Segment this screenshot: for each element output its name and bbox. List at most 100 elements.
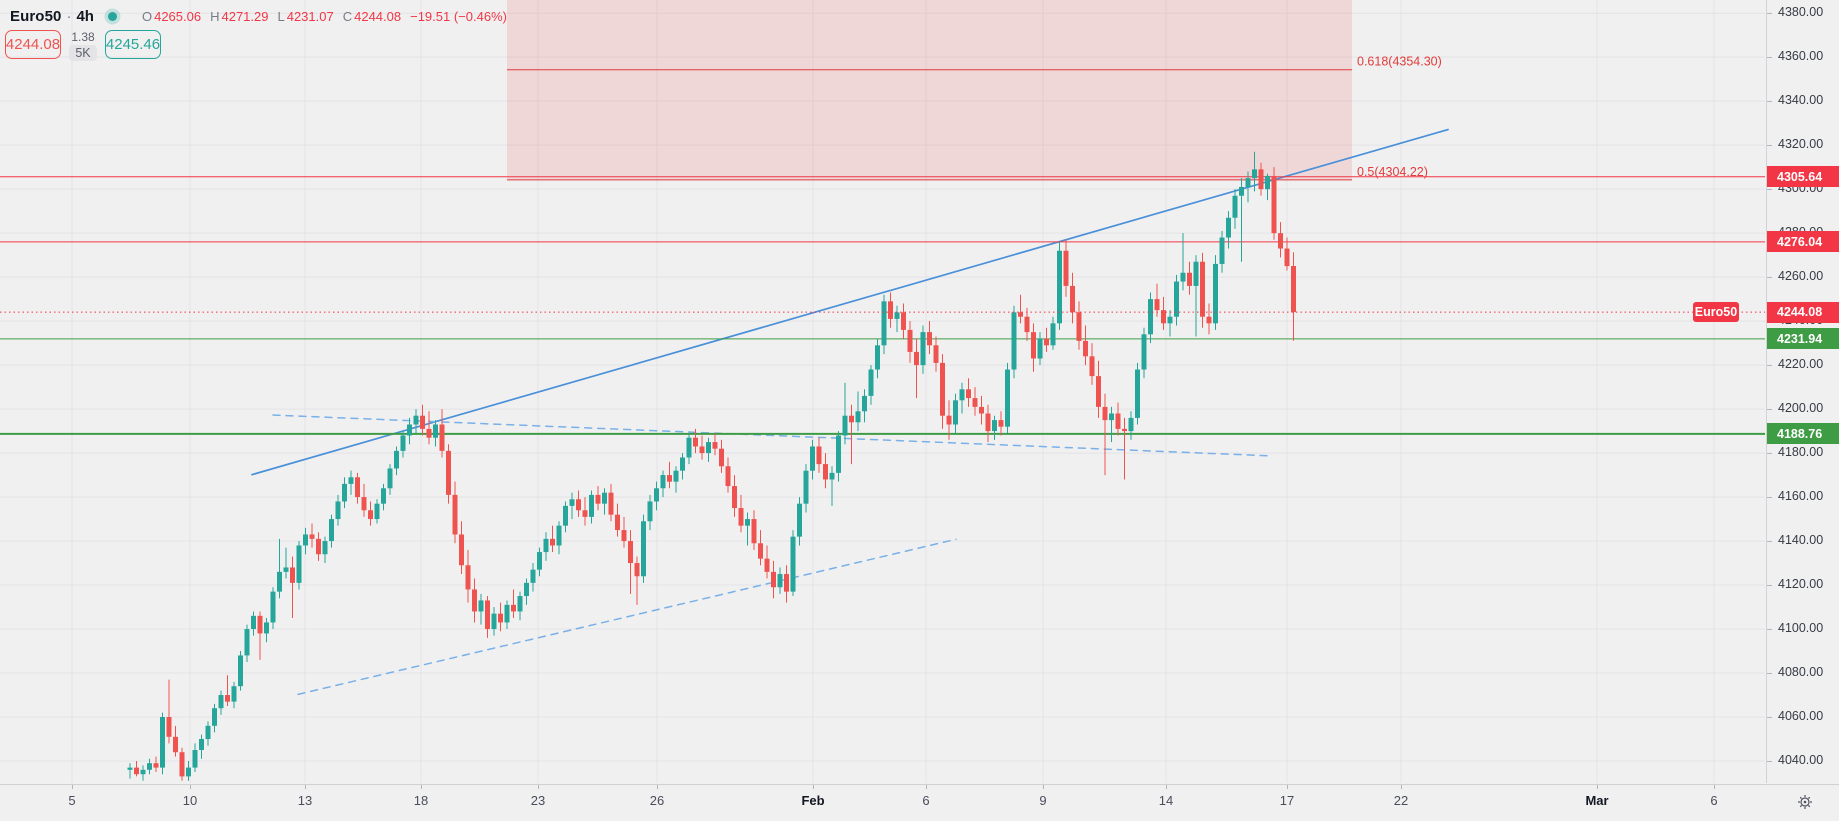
- candle-body: [511, 604, 516, 612]
- trendline-dashed[interactable]: [272, 414, 1268, 457]
- candle-body: [907, 329, 913, 352]
- candle-body: [290, 567, 295, 583]
- candle-body: [745, 519, 750, 526]
- candle-body: [381, 488, 386, 504]
- candle-body: [231, 686, 237, 702]
- candle-body: [504, 604, 510, 623]
- price-tick-label: 4060.00: [1778, 709, 1824, 724]
- candle-body: [725, 466, 731, 487]
- candle-body: [602, 492, 607, 504]
- time-tick-label: 17: [1279, 793, 1295, 808]
- time-scale[interactable]: 5 10 13 18 23 26 Feb 6 9 14 17 22 Mar 6: [0, 784, 1839, 821]
- candle-body: [342, 483, 347, 502]
- candle-body: [803, 470, 809, 504]
- candle-body: [621, 530, 627, 542]
- candle-body: [790, 536, 796, 592]
- time-tick-label: 10: [182, 793, 198, 808]
- candle-body: [1245, 178, 1251, 187]
- sell-button[interactable]: 4244.08: [5, 30, 61, 59]
- timeframe-label[interactable]: 4h: [76, 7, 94, 25]
- candle-body: [628, 541, 633, 564]
- time-tick-label: Mar: [1585, 793, 1609, 808]
- price-tick-label: 4080.00: [1778, 665, 1824, 680]
- candle-body: [556, 525, 562, 546]
- time-axis-tick-mark: [1401, 785, 1402, 789]
- candle-body: [329, 519, 334, 542]
- candle-body: [1258, 169, 1264, 190]
- price-tick-label: 4200.00: [1778, 401, 1824, 416]
- chart-legend: Euro50 · 4h O 4265.06 H 4271.29 L 4231.07 C…: [5, 6, 507, 61]
- candle-body: [277, 571, 282, 592]
- lot-size-chip[interactable]: 5K: [69, 45, 97, 61]
- candle-body: [777, 574, 783, 588]
- candle-body: [303, 534, 308, 546]
- close-value: 4244.08: [354, 8, 402, 24]
- candle-body: [576, 499, 581, 511]
- candle-body: [563, 505, 568, 526]
- candle-body: [160, 717, 165, 768]
- candle-body: [140, 769, 146, 775]
- price-level-badge: 4188.76: [1767, 423, 1839, 445]
- time-axis-tick-mark: [1043, 785, 1044, 789]
- candle-body: [550, 538, 555, 546]
- candle-body: [153, 763, 159, 768]
- candle-body: [283, 567, 289, 572]
- candle-body: [1109, 413, 1114, 421]
- candle-body: [699, 446, 705, 454]
- gear-icon: [1798, 795, 1812, 809]
- chart-pane: 0.618(4354.30) 0.5(4304.22) Euro50 · 4h O…: [0, 0, 1765, 783]
- candle-body: [836, 435, 841, 473]
- chart-canvas[interactable]: 0.618(4354.30) 0.5(4304.22): [0, 0, 1765, 783]
- candle-body: [205, 725, 211, 740]
- candle-body: [1102, 406, 1108, 421]
- candle-body: [1005, 369, 1010, 427]
- candle-body: [452, 494, 458, 535]
- candle-body: [199, 739, 204, 751]
- price-axis-tick-mark: [1767, 57, 1772, 59]
- price-level-badge: 4305.64: [1767, 166, 1839, 188]
- price-axis-tick-mark: [1767, 277, 1772, 279]
- price-axis-tick-mark: [1767, 13, 1772, 15]
- candle-body: [1252, 169, 1257, 179]
- candle-body: [1135, 369, 1140, 418]
- candle-body: [927, 332, 932, 346]
- time-tick-label: 18: [413, 793, 429, 808]
- ohlc-readout: O 4265.06 H 4271.29 L 4231.07 C 4244.08 −19.…: [133, 9, 507, 24]
- candle-body: [881, 301, 887, 346]
- price-tick-label: 4360.00: [1778, 49, 1824, 64]
- candle-body: [875, 345, 880, 370]
- candle-body: [1044, 338, 1049, 346]
- candle-body: [316, 538, 321, 555]
- price-tick-label: 4260.00: [1778, 269, 1824, 284]
- trendline-dashed[interactable]: [297, 538, 957, 696]
- fib-level-label: 0.5(4304.22): [1357, 165, 1428, 179]
- candle-body: [309, 534, 315, 539]
- symbol-separator: ·: [66, 7, 72, 25]
- candle-body: [920, 332, 926, 366]
- candle-body: [530, 569, 536, 583]
- time-axis-tick-mark: [190, 785, 191, 789]
- time-tick-label: 6: [922, 793, 930, 808]
- timezone-settings-gear-icon[interactable]: [1796, 793, 1814, 811]
- candle-body: [478, 600, 484, 612]
- candle-body: [667, 475, 672, 482]
- price-axis-tick-mark: [1767, 541, 1772, 543]
- time-tick-label: 13: [297, 793, 313, 808]
- fib-retracement-zone[interactable]: [507, 0, 1352, 180]
- candle-body: [433, 424, 438, 438]
- symbol-name[interactable]: Euro50: [10, 7, 62, 25]
- candle-body: [979, 406, 984, 414]
- candle-body: [1219, 237, 1225, 264]
- price-scale[interactable]: 4380.004360.004340.004320.004300.004280.…: [1766, 0, 1839, 783]
- time-axis-tick-mark: [1714, 785, 1715, 789]
- candle-body: [673, 470, 679, 482]
- price-axis-tick-mark: [1767, 365, 1772, 367]
- trendline-solid[interactable]: [251, 128, 1449, 476]
- price-axis-tick-mark: [1767, 629, 1772, 631]
- time-axis-tick-mark: [421, 785, 422, 789]
- candlestick-series: [127, 151, 1296, 781]
- candle-body: [465, 565, 471, 590]
- buy-button[interactable]: 4245.46: [105, 30, 161, 59]
- candle-body: [953, 400, 958, 425]
